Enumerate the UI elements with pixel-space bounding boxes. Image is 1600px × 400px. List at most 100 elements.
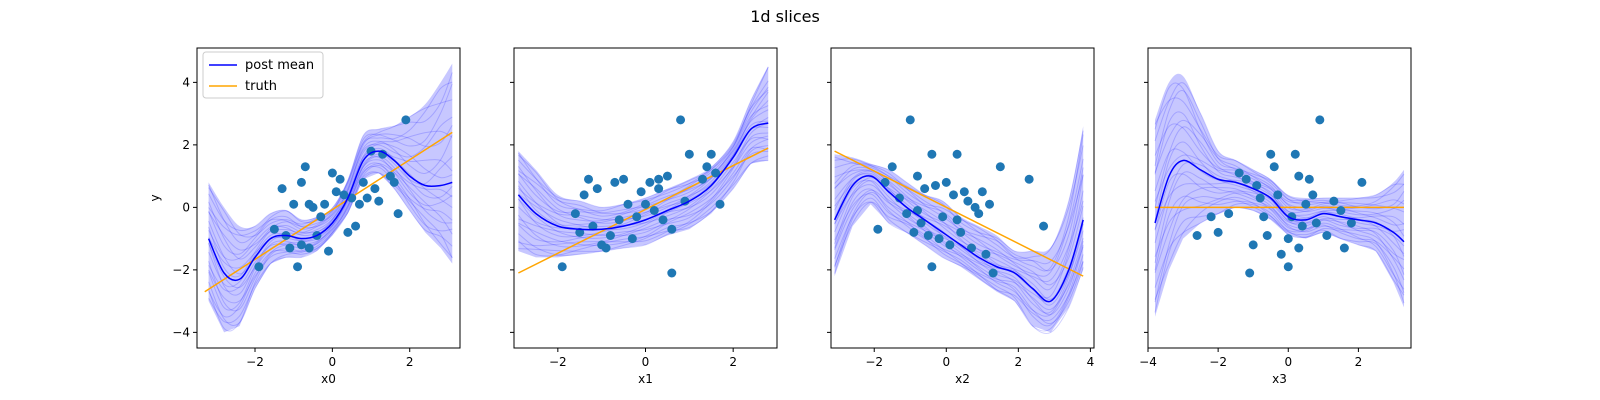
data-point	[995, 162, 1005, 172]
data-point	[952, 149, 962, 159]
data-point	[289, 199, 299, 209]
posterior-sample	[1154, 195, 1405, 271]
subplots: −2 0 2 −4 −2 0 2 4 x0 y post mean truth −2 0 2 x1 −2 0 2 4 x…	[148, 47, 1412, 386]
data-point	[1346, 218, 1356, 228]
data-point	[676, 115, 686, 125]
data-point	[1255, 193, 1265, 203]
posterior-sample	[208, 155, 453, 311]
posterior-sample	[834, 201, 1084, 332]
posterior-sample	[208, 153, 453, 296]
posterior-sample	[518, 136, 769, 237]
posterior-sample	[1154, 186, 1405, 281]
data-point	[370, 184, 380, 194]
data-point	[680, 196, 690, 206]
y-tick-label: 0	[182, 200, 190, 214]
data-point	[304, 243, 314, 253]
posterior-sample	[834, 193, 1084, 317]
data-point	[570, 209, 580, 219]
data-point	[605, 231, 615, 240]
post-mean-line	[1154, 159, 1405, 243]
data-point	[324, 246, 333, 256]
data-point	[1266, 149, 1276, 159]
data-point	[296, 177, 306, 187]
x-tick-label: −4	[1139, 355, 1157, 369]
posterior-sample	[518, 150, 769, 246]
posterior-sample	[208, 99, 453, 244]
x-tick-label: 0	[329, 355, 337, 369]
data-point	[339, 190, 349, 200]
data-point	[1039, 221, 1049, 231]
data-point	[351, 221, 361, 231]
posterior-sample	[518, 138, 769, 248]
post-mean-line	[833, 175, 1084, 303]
posterior-sample	[518, 160, 769, 252]
data-point	[706, 149, 716, 159]
data-point	[667, 268, 677, 278]
axes-frame	[196, 47, 461, 349]
data-point	[1224, 209, 1234, 219]
data-point	[923, 231, 933, 240]
data-point	[711, 168, 721, 178]
x-tick-label: −2	[1209, 355, 1227, 369]
posterior-sample	[834, 180, 1084, 316]
posterior-sample	[834, 191, 1084, 325]
posterior-sample	[208, 164, 453, 332]
plot-area	[833, 115, 1084, 335]
data-point	[1283, 262, 1293, 272]
data-point	[916, 218, 926, 228]
posterior-sample	[1154, 82, 1405, 207]
data-point	[1294, 171, 1304, 181]
data-point	[1245, 268, 1255, 278]
data-point	[927, 149, 937, 159]
posterior-sample	[517, 100, 769, 226]
plot-area	[517, 66, 769, 278]
posterior-sample	[518, 126, 769, 231]
data-point	[300, 162, 310, 172]
posterior-sample	[208, 81, 453, 238]
data-point	[614, 215, 624, 225]
data-point	[1262, 231, 1272, 240]
plot-area	[1154, 73, 1405, 317]
data-point	[662, 171, 672, 181]
data-point	[715, 199, 725, 209]
data-point	[354, 199, 364, 209]
data-point	[389, 177, 399, 187]
data-point	[592, 184, 602, 194]
data-point	[1297, 221, 1307, 231]
data-point	[702, 162, 712, 172]
subplot-2: −2 0 2 x1	[510, 47, 778, 386]
data-point	[1290, 149, 1300, 159]
data-point	[1259, 212, 1269, 222]
x-axis-label: x2	[955, 372, 970, 386]
data-point	[636, 187, 646, 197]
x-tick-label: 4	[1087, 355, 1095, 369]
data-point	[1241, 174, 1251, 184]
data-point	[912, 171, 922, 181]
data-point	[601, 243, 611, 253]
posterior-sample	[834, 197, 1084, 335]
posterior-sample	[1154, 126, 1405, 226]
x-tick-label: 2	[1355, 355, 1363, 369]
posterior-sample	[517, 67, 769, 212]
plot-area	[204, 63, 453, 333]
data-point	[1252, 181, 1262, 190]
data-point	[588, 221, 598, 231]
data-point	[667, 224, 677, 234]
data-point	[963, 196, 973, 206]
data-point	[584, 174, 594, 184]
y-tick-label: −2	[172, 263, 190, 277]
data-point	[1308, 190, 1318, 200]
posterior-sample	[208, 116, 453, 251]
data-point	[374, 196, 384, 206]
data-point	[327, 168, 337, 178]
data-point	[985, 199, 995, 209]
data-point	[873, 224, 883, 234]
data-point	[632, 212, 642, 222]
data-point	[1339, 243, 1349, 253]
data-point	[902, 209, 912, 219]
truth-line	[834, 150, 1084, 277]
data-point	[1206, 212, 1216, 222]
posterior-sample	[208, 83, 453, 236]
figure-title: 1d slices	[750, 7, 820, 26]
